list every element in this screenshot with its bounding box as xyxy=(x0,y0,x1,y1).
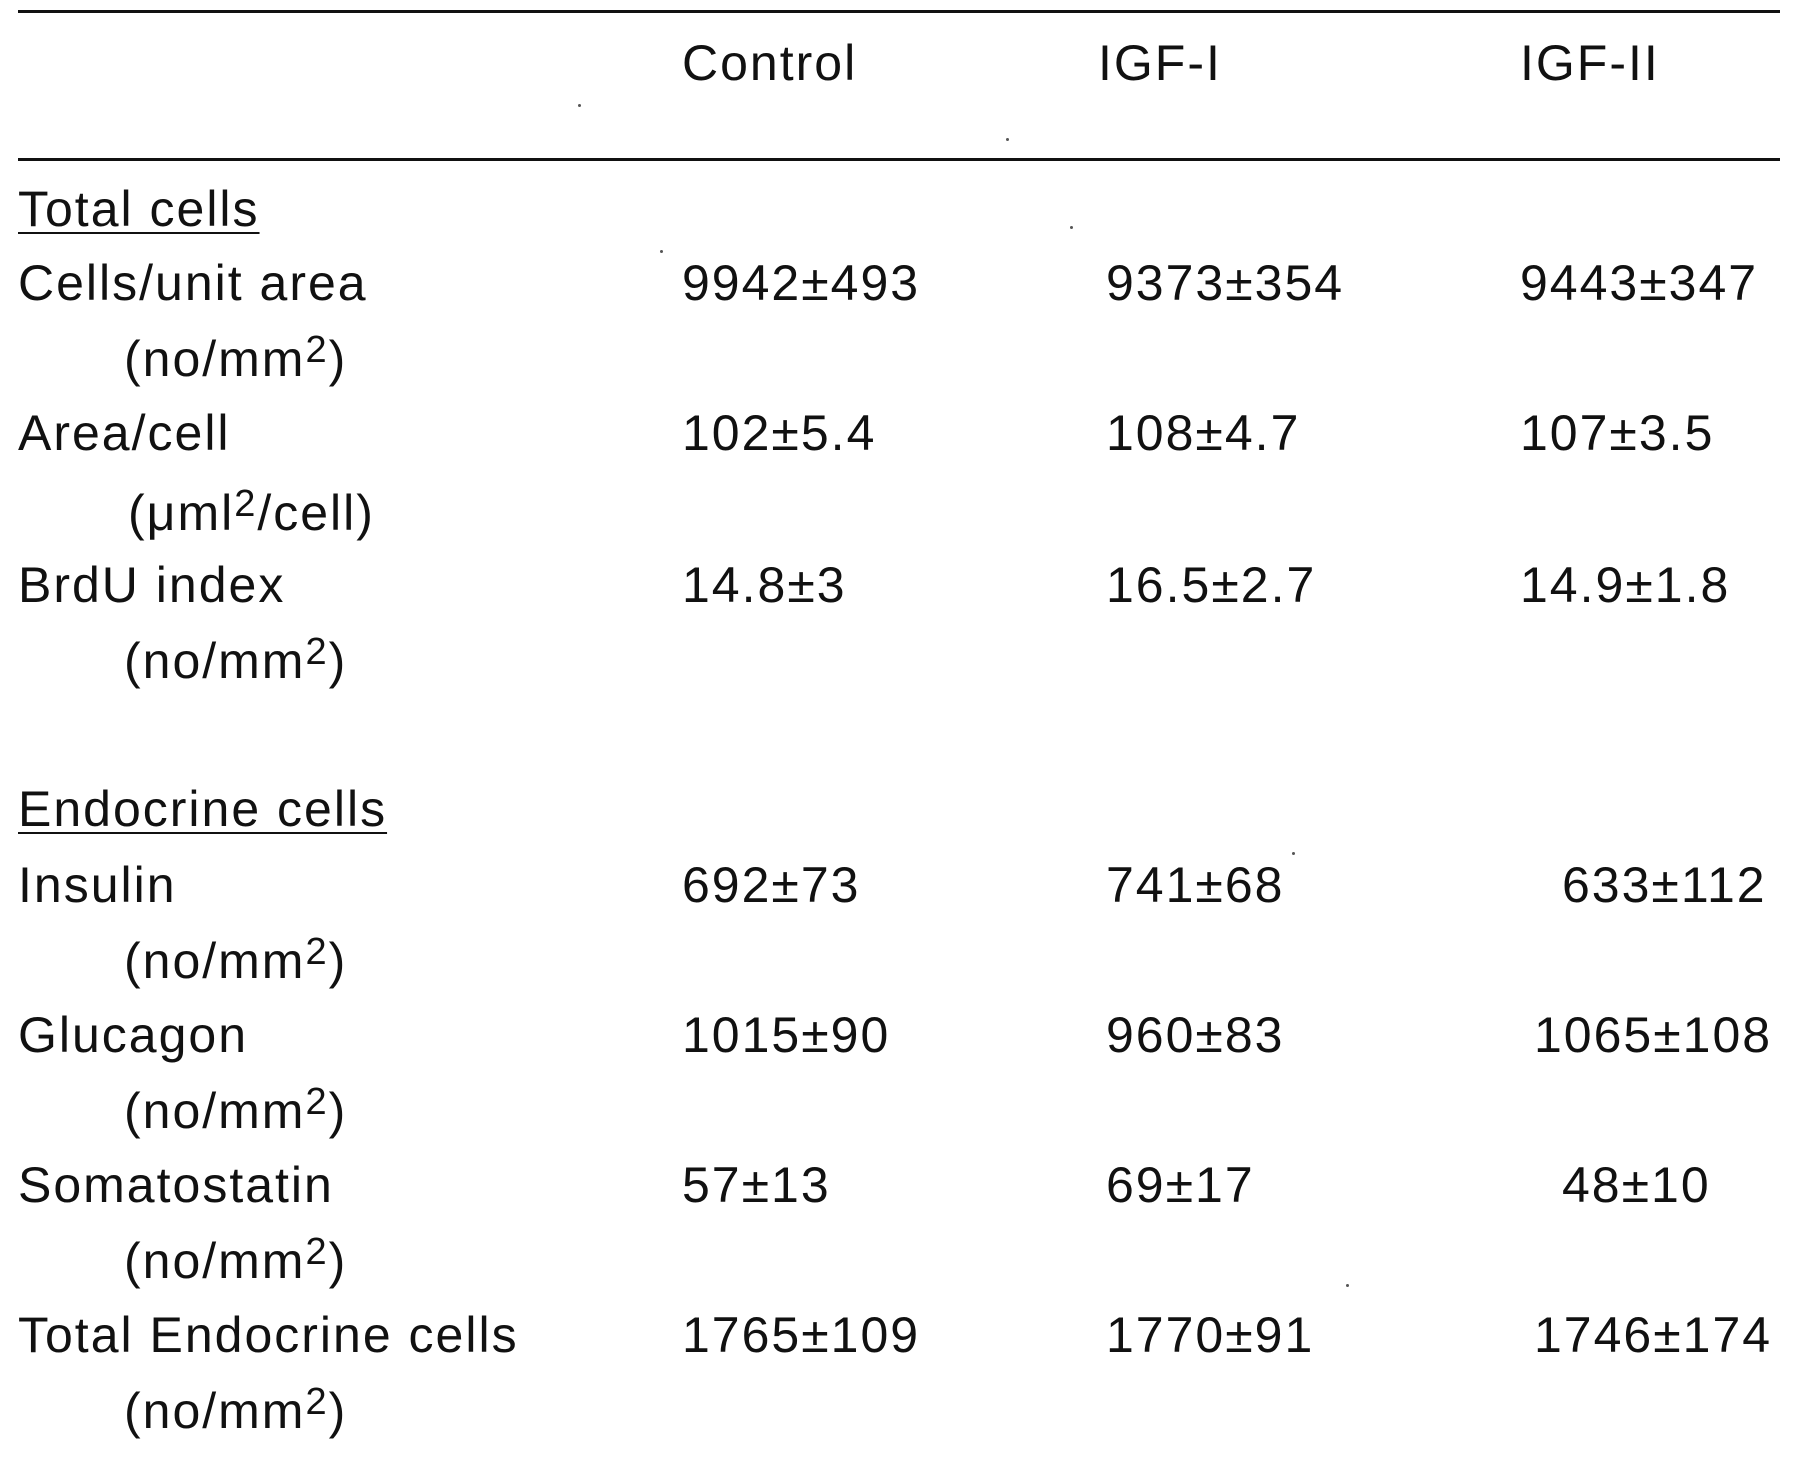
row-label: Glucagon xyxy=(18,1007,249,1063)
cell-control: 57±13 xyxy=(682,1157,831,1213)
cell-igf-ii: 107±3.5 xyxy=(1520,405,1715,461)
cell-igf-ii: 633±112 xyxy=(1562,857,1767,913)
cell-control: 9942±493 xyxy=(682,255,921,311)
header-bottom-rule xyxy=(18,158,1780,161)
scan-speck xyxy=(1292,852,1295,855)
cell-igf-i: 741±68 xyxy=(1106,857,1285,913)
row-unit: (no/mm2) xyxy=(124,631,348,689)
scan-speck xyxy=(1346,1284,1349,1287)
column-header-control: Control xyxy=(682,35,858,91)
row-label: Cells/unit area xyxy=(18,255,368,311)
row-label: Total Endocrine cells xyxy=(18,1307,519,1363)
cell-control: 102±5.4 xyxy=(682,405,877,461)
row-unit: (no/mm2) xyxy=(124,1081,348,1139)
cell-control: 1015±90 xyxy=(682,1007,891,1063)
row-label: Somatostatin xyxy=(18,1157,334,1213)
column-header-igf-ii: IGF-II xyxy=(1520,35,1660,91)
scan-speck xyxy=(578,104,581,107)
column-header-igf-i: IGF-I xyxy=(1098,35,1222,91)
row-unit: (no/mm2) xyxy=(124,329,348,387)
row-label: Area/cell xyxy=(18,405,231,461)
section-title-total-cells: Total cells xyxy=(18,181,260,237)
cell-igf-ii: 1746±174 xyxy=(1534,1307,1773,1363)
section-title-endocrine-cells: Endocrine cells xyxy=(18,781,388,837)
row-unit: (no/mm2) xyxy=(124,1381,348,1439)
cell-igf-i: 16.5±2.7 xyxy=(1106,557,1317,613)
cell-control: 692±73 xyxy=(682,857,861,913)
cell-igf-i: 960±83 xyxy=(1106,1007,1285,1063)
row-unit: (no/mm2) xyxy=(124,931,348,989)
cell-igf-ii: 9443±347 xyxy=(1520,255,1759,311)
cell-igf-i: 108±4.7 xyxy=(1106,405,1301,461)
cell-igf-ii: 48±10 xyxy=(1562,1157,1711,1213)
cell-control: 1765±109 xyxy=(682,1307,921,1363)
row-label: BrdU index xyxy=(18,557,286,613)
cell-igf-i: 9373±354 xyxy=(1106,255,1345,311)
cell-igf-ii: 1065±108 xyxy=(1534,1007,1773,1063)
cell-igf-i: 1770±91 xyxy=(1106,1307,1315,1363)
table-top-rule xyxy=(18,10,1780,13)
row-label: Insulin xyxy=(18,857,177,913)
cell-igf-ii: 14.9±1.8 xyxy=(1520,557,1731,613)
scan-speck xyxy=(1070,226,1073,229)
scan-speck xyxy=(1006,138,1009,141)
scan-speck xyxy=(660,250,663,253)
row-unit: (μml2/cell) xyxy=(128,483,375,541)
row-unit: (no/mm2) xyxy=(124,1231,348,1289)
cell-control: 14.8±3 xyxy=(682,557,847,613)
cell-igf-i: 69±17 xyxy=(1106,1157,1255,1213)
